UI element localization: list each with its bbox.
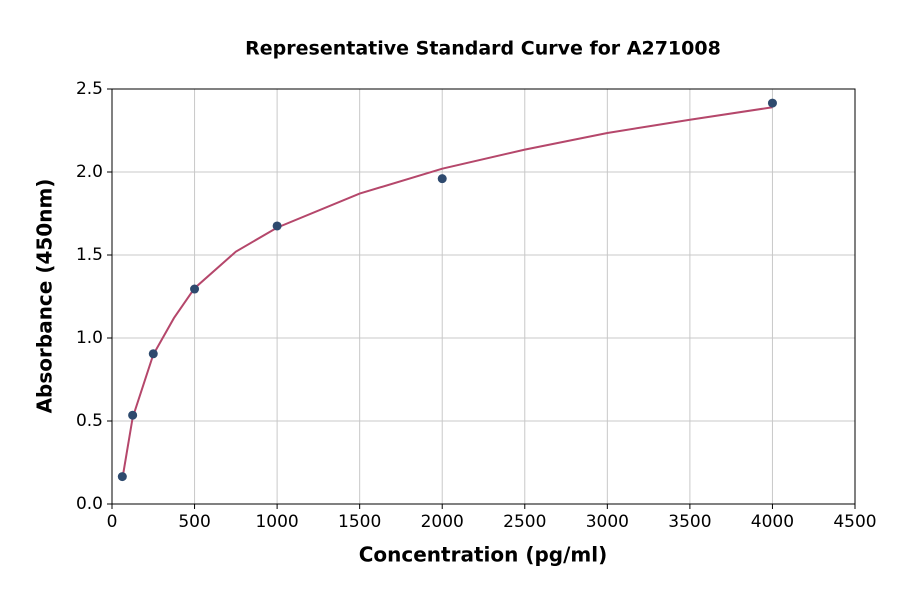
y-tick-label: 2.0	[76, 162, 103, 182]
y-tick-label: 2.5	[76, 79, 103, 99]
data-point	[117, 472, 127, 482]
data-point	[190, 284, 200, 294]
fit-curve	[121, 106, 773, 480]
x-tick-label: 1000	[255, 512, 298, 532]
data-point	[272, 221, 282, 231]
x-tick-label: 3500	[668, 512, 711, 532]
x-tick-label: 2000	[421, 512, 464, 532]
data-point	[437, 174, 447, 184]
data-point	[128, 410, 138, 420]
x-tick-label: 4500	[833, 512, 876, 532]
x-tick-label: 500	[178, 512, 210, 532]
x-tick-label: 2500	[503, 512, 546, 532]
y-tick-label: 0.0	[76, 494, 103, 514]
data-point	[148, 349, 158, 359]
data-point	[767, 98, 777, 108]
chart-title: Representative Standard Curve for A27100…	[245, 38, 721, 60]
x-tick-label: 3000	[586, 512, 629, 532]
x-tick-label: 0	[107, 512, 118, 532]
plot-frame	[111, 88, 856, 505]
y-tick-label: 1.5	[76, 245, 103, 265]
x-axis-title: Concentration (pg/ml)	[359, 543, 608, 567]
x-tick-label: 4000	[751, 512, 794, 532]
y-tick-label: 1.0	[76, 328, 103, 348]
y-tick-label: 0.5	[76, 411, 103, 431]
x-tick-label: 1500	[338, 512, 381, 532]
y-axis-title: Absorbance (450nm)	[33, 179, 57, 414]
